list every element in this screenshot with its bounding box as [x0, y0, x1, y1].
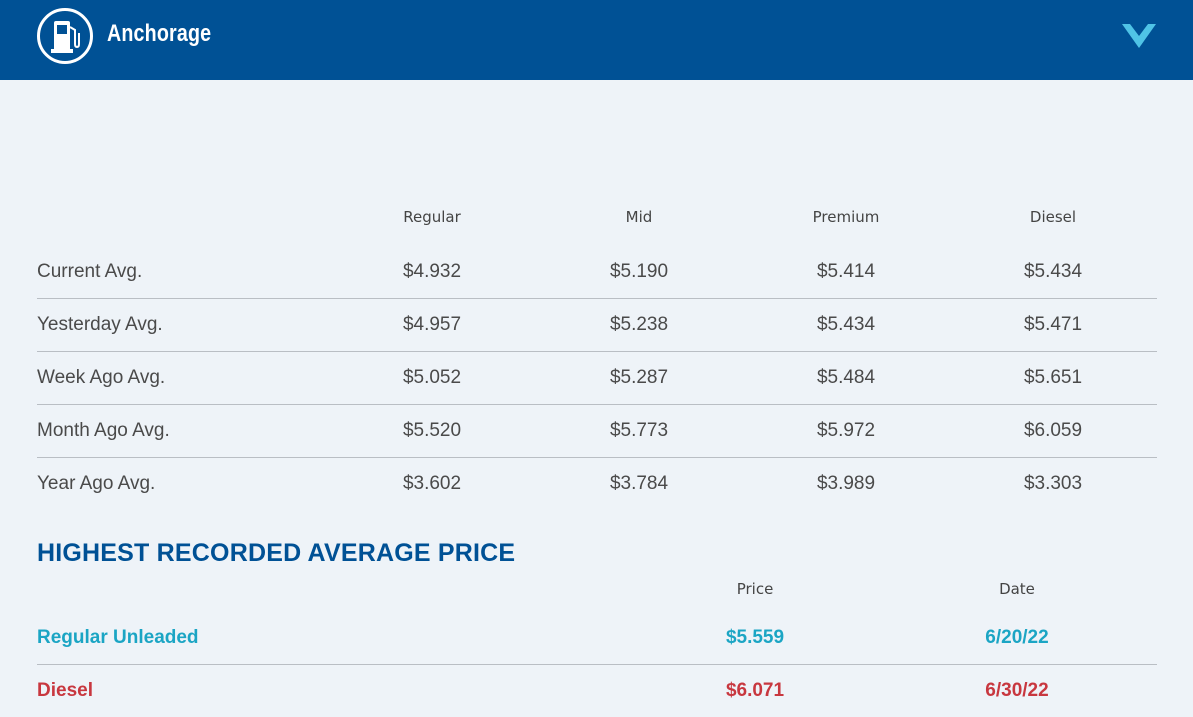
price-cell: $5.651 — [1023, 367, 1083, 388]
city-name: Anchorage — [107, 20, 212, 47]
price-cell: $5.052 — [402, 367, 462, 388]
price-cell: $5.559 — [725, 627, 785, 648]
col-header-mid: Mid — [625, 208, 653, 226]
row-label: Yesterday Avg. — [37, 314, 163, 335]
col-header-date: Date — [999, 580, 1035, 598]
price-cell: $5.190 — [609, 261, 669, 282]
table-row: Current Avg. $4.932 $5.190 $5.414 $5.434 — [37, 245, 1157, 299]
table-row: Yesterday Avg. $4.957 $5.238 $5.434 $5.4… — [37, 298, 1157, 352]
price-cell: $5.484 — [816, 367, 876, 388]
col-header-premium: Premium — [812, 208, 880, 226]
highest-row-diesel: Diesel $6.071 6/30/22 — [37, 664, 1157, 717]
col-header-price: Price — [736, 580, 774, 598]
price-cell: $5.520 — [402, 420, 462, 441]
price-cell: $5.414 — [816, 261, 876, 282]
row-label: Week Ago Avg. — [37, 367, 166, 388]
table-row: Year Ago Avg. $3.602 $3.784 $3.989 $3.30… — [37, 457, 1157, 510]
price-cell: $5.287 — [609, 367, 669, 388]
highest-price-title: HIGHEST RECORDED AVERAGE PRICE — [37, 539, 516, 567]
price-cell: $4.957 — [402, 314, 462, 335]
price-cell: $3.303 — [1023, 473, 1083, 494]
col-header-diesel: Diesel — [1029, 208, 1077, 226]
price-cell: $5.434 — [816, 314, 876, 335]
row-label: Month Ago Avg. — [37, 420, 170, 441]
price-cell: $6.071 — [725, 680, 785, 701]
col-header-regular: Regular — [403, 208, 461, 226]
price-cell: $5.773 — [609, 420, 669, 441]
highest-row-regular: Regular Unleaded $5.559 6/20/22 — [37, 611, 1157, 665]
date-cell: 6/30/22 — [985, 680, 1049, 701]
chevron-down-icon[interactable] — [1120, 20, 1158, 54]
price-cell: $6.059 — [1023, 420, 1083, 441]
price-cell: $4.932 — [402, 261, 462, 282]
gas-pump-icon — [37, 8, 93, 64]
table-row: Month Ago Avg. $5.520 $5.773 $5.972 $6.0… — [37, 404, 1157, 458]
price-cell: $3.989 — [816, 473, 876, 494]
price-cell: $5.434 — [1023, 261, 1083, 282]
price-cell: $3.784 — [609, 473, 669, 494]
price-cell: $3.602 — [402, 473, 462, 494]
table-row: Week Ago Avg. $5.052 $5.287 $5.484 $5.65… — [37, 351, 1157, 405]
price-cell: $5.471 — [1023, 314, 1083, 335]
row-label: Diesel — [37, 680, 93, 701]
price-cell: $5.238 — [609, 314, 669, 335]
row-label: Regular Unleaded — [37, 627, 199, 648]
row-label: Current Avg. — [37, 261, 143, 282]
date-cell: 6/20/22 — [985, 627, 1049, 648]
row-label: Year Ago Avg. — [37, 473, 156, 494]
location-header[interactable]: Anchorage — [0, 0, 1193, 80]
price-cell: $5.972 — [816, 420, 876, 441]
